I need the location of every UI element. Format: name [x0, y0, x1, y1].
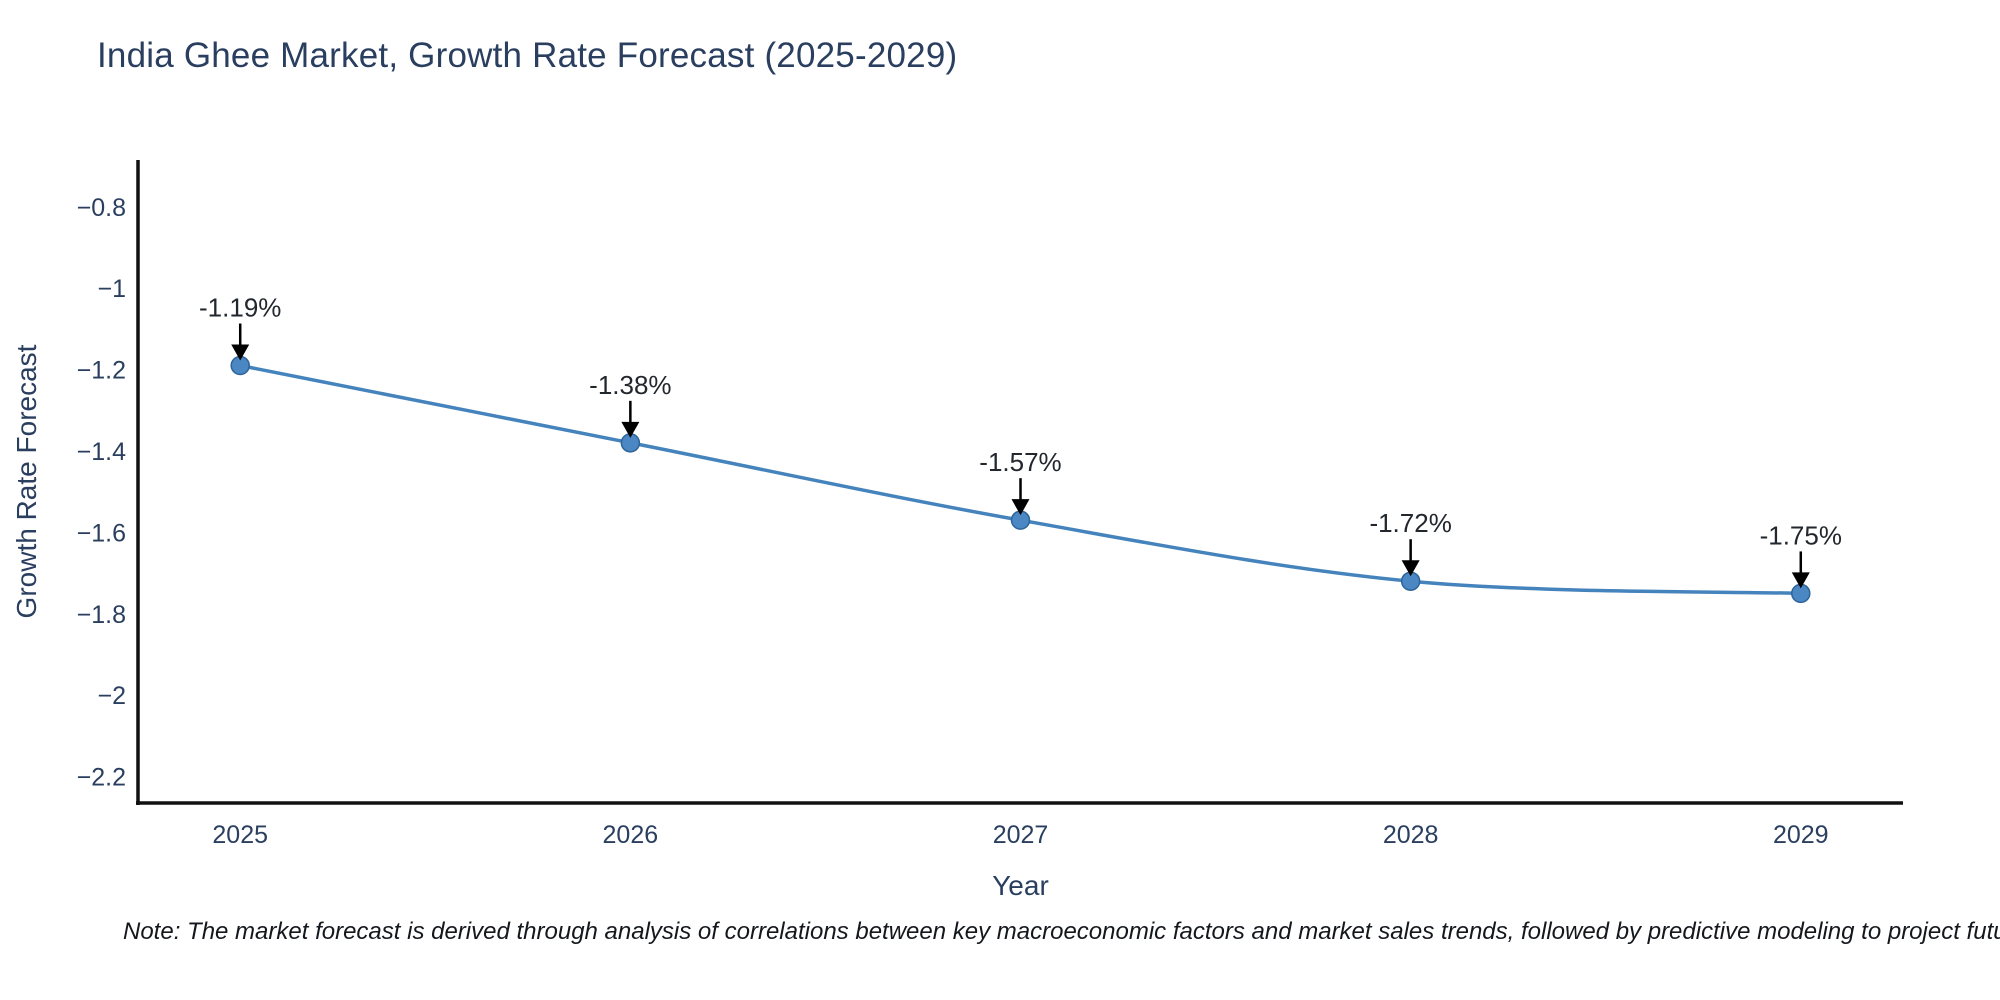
data-point-label: -1.19% — [199, 293, 281, 323]
y-tick-label: −1 — [97, 275, 126, 303]
y-tick-label: −1.4 — [77, 438, 126, 466]
y-tick-label: −1.2 — [77, 357, 126, 385]
x-tick-label: 2028 — [1383, 821, 1439, 849]
footnote-text: Note: The market forecast is derived thr… — [123, 918, 2000, 945]
annotation-arrowhead-icon — [1401, 560, 1420, 577]
x-tick-label: 2026 — [603, 821, 659, 849]
data-point-label: -1.72% — [1369, 508, 1451, 538]
y-tick-label: −0.8 — [77, 194, 126, 222]
chart-title: India Ghee Market, Growth Rate Forecast … — [97, 36, 958, 75]
y-tick-label: −2.2 — [77, 764, 126, 792]
y-tick-label: −1.6 — [77, 519, 126, 547]
y-axis-title: Growth Rate Forecast — [11, 344, 42, 618]
x-tick-label: 2027 — [993, 821, 1049, 849]
annotation-arrowhead-icon — [621, 421, 640, 438]
annotation-arrowhead-icon — [231, 344, 250, 361]
x-tick-label: 2029 — [1773, 821, 1829, 849]
data-point-label: -1.57% — [979, 447, 1061, 477]
y-tick-label: −1.8 — [77, 601, 126, 629]
annotation-arrowhead-icon — [1791, 572, 1810, 589]
annotation-arrowhead-icon — [1011, 499, 1030, 516]
x-tick-label: 2025 — [212, 821, 268, 849]
data-point-label: -1.75% — [1760, 520, 1842, 550]
y-tick-label: −2 — [97, 682, 126, 710]
x-axis-title: Year — [992, 870, 1049, 901]
data-point-label: -1.38% — [589, 370, 671, 400]
